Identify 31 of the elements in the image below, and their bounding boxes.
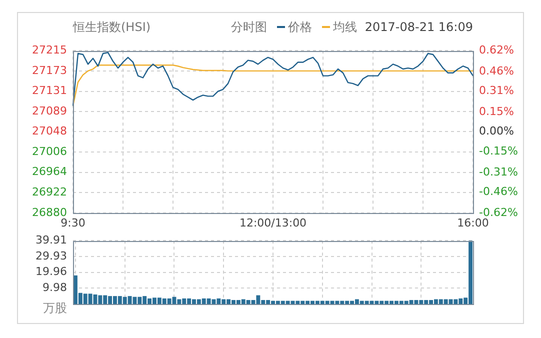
legend-label: 均线 [332,18,357,36]
y-tick-label: 29.93 [36,249,67,262]
y-tick-label: 27215 [32,43,67,56]
x-tick-label: 9:30 [60,216,86,230]
chart-title: 恒生指数(HSI) [73,18,151,36]
y-axis-title: 万股 [43,301,67,316]
legend-label: 价格 [288,18,312,36]
y2-tick-label: 0.46% [479,64,514,78]
legend-title: 分时图 [230,18,267,36]
y2-tick-label: -0.31% [479,165,518,178]
y-tick-label: 26880 [32,206,67,219]
y-tick-label: 26922 [32,186,67,198]
y-tick-label: 9.98 [42,281,67,294]
y-tick-label: 39.91 [36,233,67,246]
x-tick-label: 16:00 [457,216,489,230]
y2-tick-label: 0.00% [479,124,514,138]
y-tick-label: 27173 [32,64,67,77]
y-tick-label: 27006 [32,144,67,158]
y-tick-label: 26964 [32,165,67,178]
y-tick-label: 27089 [32,104,67,118]
y2-tick-label: -0.15% [479,144,518,158]
y-tick-label: 27048 [32,124,67,138]
text: 2017-08-21 16:09 [364,20,473,34]
y2-tick-label: 0.15% [479,105,514,118]
y-tick-label: 19.96 [36,265,67,278]
x-tick-label: 12:00/13:00 [239,216,307,230]
y2-tick-label: 0.31% [479,84,514,98]
y2-tick-label: -0.46% [479,184,518,198]
y-tick-label: 27131 [32,84,67,98]
y2-tick-label: 0.62% [479,43,514,56]
y2-tick-label: -0.62% [479,206,518,219]
